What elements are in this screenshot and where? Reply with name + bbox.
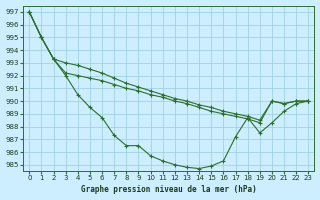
X-axis label: Graphe pression niveau de la mer (hPa): Graphe pression niveau de la mer (hPa) [81, 185, 257, 194]
